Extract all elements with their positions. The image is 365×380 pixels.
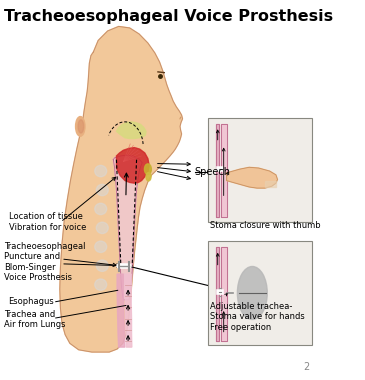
Polygon shape [116,122,146,138]
Polygon shape [113,155,142,300]
Polygon shape [117,274,125,347]
Ellipse shape [146,173,151,181]
Text: Location of tissue
Vibration for voice: Location of tissue Vibration for voice [8,212,86,232]
Ellipse shape [145,164,151,174]
Text: Tracheoesophageal
Puncture and
Blom-Singer
Voice Prosthesis: Tracheoesophageal Puncture and Blom-Sing… [4,242,85,282]
Polygon shape [221,247,227,342]
Ellipse shape [95,279,107,290]
Text: Trachea and
Air from Lungs: Trachea and Air from Lungs [4,310,65,329]
FancyBboxPatch shape [208,241,312,345]
Polygon shape [221,124,227,217]
Ellipse shape [237,266,267,320]
Polygon shape [60,27,182,352]
Ellipse shape [78,120,84,133]
Polygon shape [216,124,219,217]
Ellipse shape [96,260,108,271]
Ellipse shape [76,117,85,136]
Polygon shape [116,147,149,183]
Polygon shape [227,167,277,188]
Text: Tracheoesophageal Voice Prosthesis: Tracheoesophageal Voice Prosthesis [4,9,333,24]
Ellipse shape [95,203,107,215]
Text: Stoma closure with thumb: Stoma closure with thumb [210,222,320,230]
FancyBboxPatch shape [208,118,312,222]
Text: 2: 2 [303,363,310,372]
Text: Adjustable trachea-
Stoma valve for hands
Free operation: Adjustable trachea- Stoma valve for hand… [210,302,305,332]
Polygon shape [124,274,132,347]
Text: Esophagus: Esophagus [8,297,54,306]
Ellipse shape [96,222,108,234]
Polygon shape [216,247,219,342]
Ellipse shape [95,241,107,252]
Polygon shape [265,180,276,187]
Text: Speech: Speech [195,167,231,177]
Ellipse shape [96,184,108,196]
Ellipse shape [95,165,107,177]
